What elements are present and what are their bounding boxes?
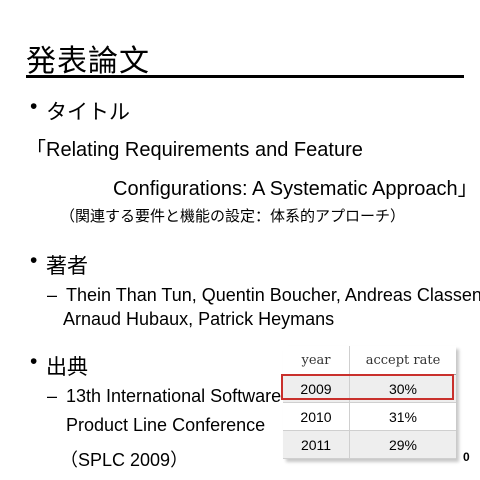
section-heading-source: 出典 (46, 356, 88, 379)
authors-line-1: Thein Than Tun, Quentin Boucher, Andreas… (66, 285, 480, 305)
table-row: 2010 31% (283, 402, 456, 431)
acceptance-rate-table: year accept rate 2009 30% 2010 31% 2011 … (283, 346, 456, 459)
authors-line-2: Arnaud Hubaux, Patrick Heymans (63, 309, 335, 329)
paper-title-translation: （関連する要件と機能の設定：体系的アプローチ） (60, 208, 406, 225)
page-number: 0 (463, 450, 470, 464)
table-header-row: year accept rate (283, 346, 456, 375)
bullet-marker: • (30, 350, 38, 373)
source-line-3: （SPLC 2009） (60, 450, 189, 470)
paper-title-line-2: Configurations: A Systematic Approach」 (113, 178, 478, 200)
paper-title-line-1: 「Relating Requirements and Feature (26, 139, 363, 161)
title-underline (26, 75, 464, 78)
column-header-accept-rate: accept rate (349, 346, 456, 375)
cell-year: 2011 (283, 430, 350, 459)
cell-accept-rate: 29% (349, 430, 456, 459)
cell-accept-rate: 31% (349, 402, 456, 431)
section-heading-title: タイトル (46, 101, 130, 124)
section-heading-authors: 著者 (46, 255, 88, 278)
source-line-2: Product Line Conference (66, 415, 266, 435)
dash-marker: – (47, 386, 58, 406)
bullet-marker: • (30, 249, 38, 272)
highlight-box-2009 (281, 374, 454, 400)
dash-marker: – (47, 285, 58, 305)
source-line-1: 13th International Software (66, 386, 282, 406)
cell-year: 2010 (283, 402, 350, 431)
column-header-year: year (283, 346, 350, 375)
table-row: 2011 29% (283, 430, 456, 459)
bullet-marker: • (30, 95, 38, 118)
slide-title: 発表論文 (26, 45, 150, 78)
